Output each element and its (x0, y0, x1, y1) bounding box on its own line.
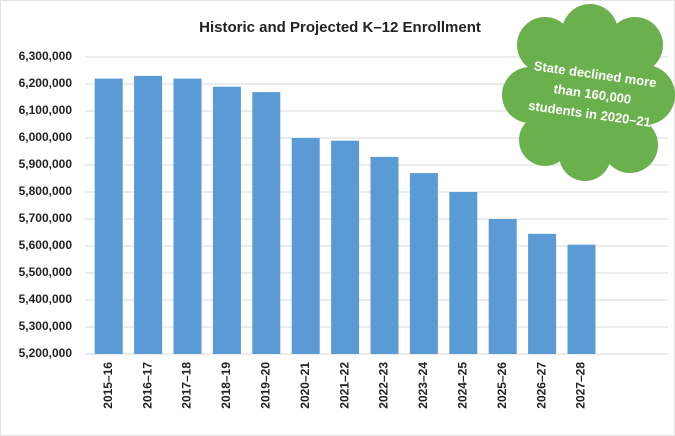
y-tick-label: 5,600,000 (19, 238, 73, 252)
x-tick-label: 2020–21 (298, 362, 312, 409)
x-tick-label: 2023–24 (416, 362, 430, 409)
bar (488, 219, 517, 354)
bar (449, 192, 478, 354)
x-tick-label: 2025–26 (495, 362, 509, 409)
y-tick-label: 6,100,000 (19, 103, 73, 117)
y-tick-label: 5,400,000 (19, 292, 73, 306)
x-tick-label: 2016–17 (140, 362, 154, 409)
y-tick-label: 5,900,000 (19, 157, 73, 171)
bar (94, 78, 123, 354)
x-tick-label: 2019–20 (258, 362, 272, 409)
y-tick-label: 5,800,000 (19, 184, 73, 198)
y-tick-label: 5,500,000 (19, 265, 73, 279)
bar (173, 78, 202, 354)
chart-title: Historic and Projected K–12 Enrollment (199, 19, 481, 36)
x-tick-label: 2022–23 (377, 362, 391, 409)
y-tick-label: 5,700,000 (19, 211, 73, 225)
bar (212, 86, 241, 354)
y-tick-label: 6,000,000 (19, 130, 73, 144)
x-tick-label: 2017–18 (180, 362, 194, 409)
bar (252, 92, 281, 354)
bar (370, 156, 399, 354)
bar (409, 173, 438, 354)
y-tick-label: 5,200,000 (19, 346, 73, 360)
bar (567, 244, 596, 354)
y-tick-label: 5,300,000 (19, 319, 73, 333)
bar (331, 140, 360, 354)
y-tick-label: 6,200,000 (19, 76, 73, 90)
x-tick-label: 2015–16 (101, 362, 115, 409)
bar (528, 233, 557, 354)
bar (134, 75, 163, 355)
bar (291, 138, 320, 354)
x-tick-label: 2027–28 (574, 362, 588, 409)
cloud (502, 4, 675, 181)
x-tick-label: 2018–19 (219, 362, 233, 409)
x-tick-label: 2021–22 (337, 362, 351, 409)
y-tick-label: 6,300,000 (19, 49, 73, 63)
x-tick-label: 2024–25 (455, 362, 469, 409)
x-tick-label: 2026–27 (534, 362, 548, 409)
